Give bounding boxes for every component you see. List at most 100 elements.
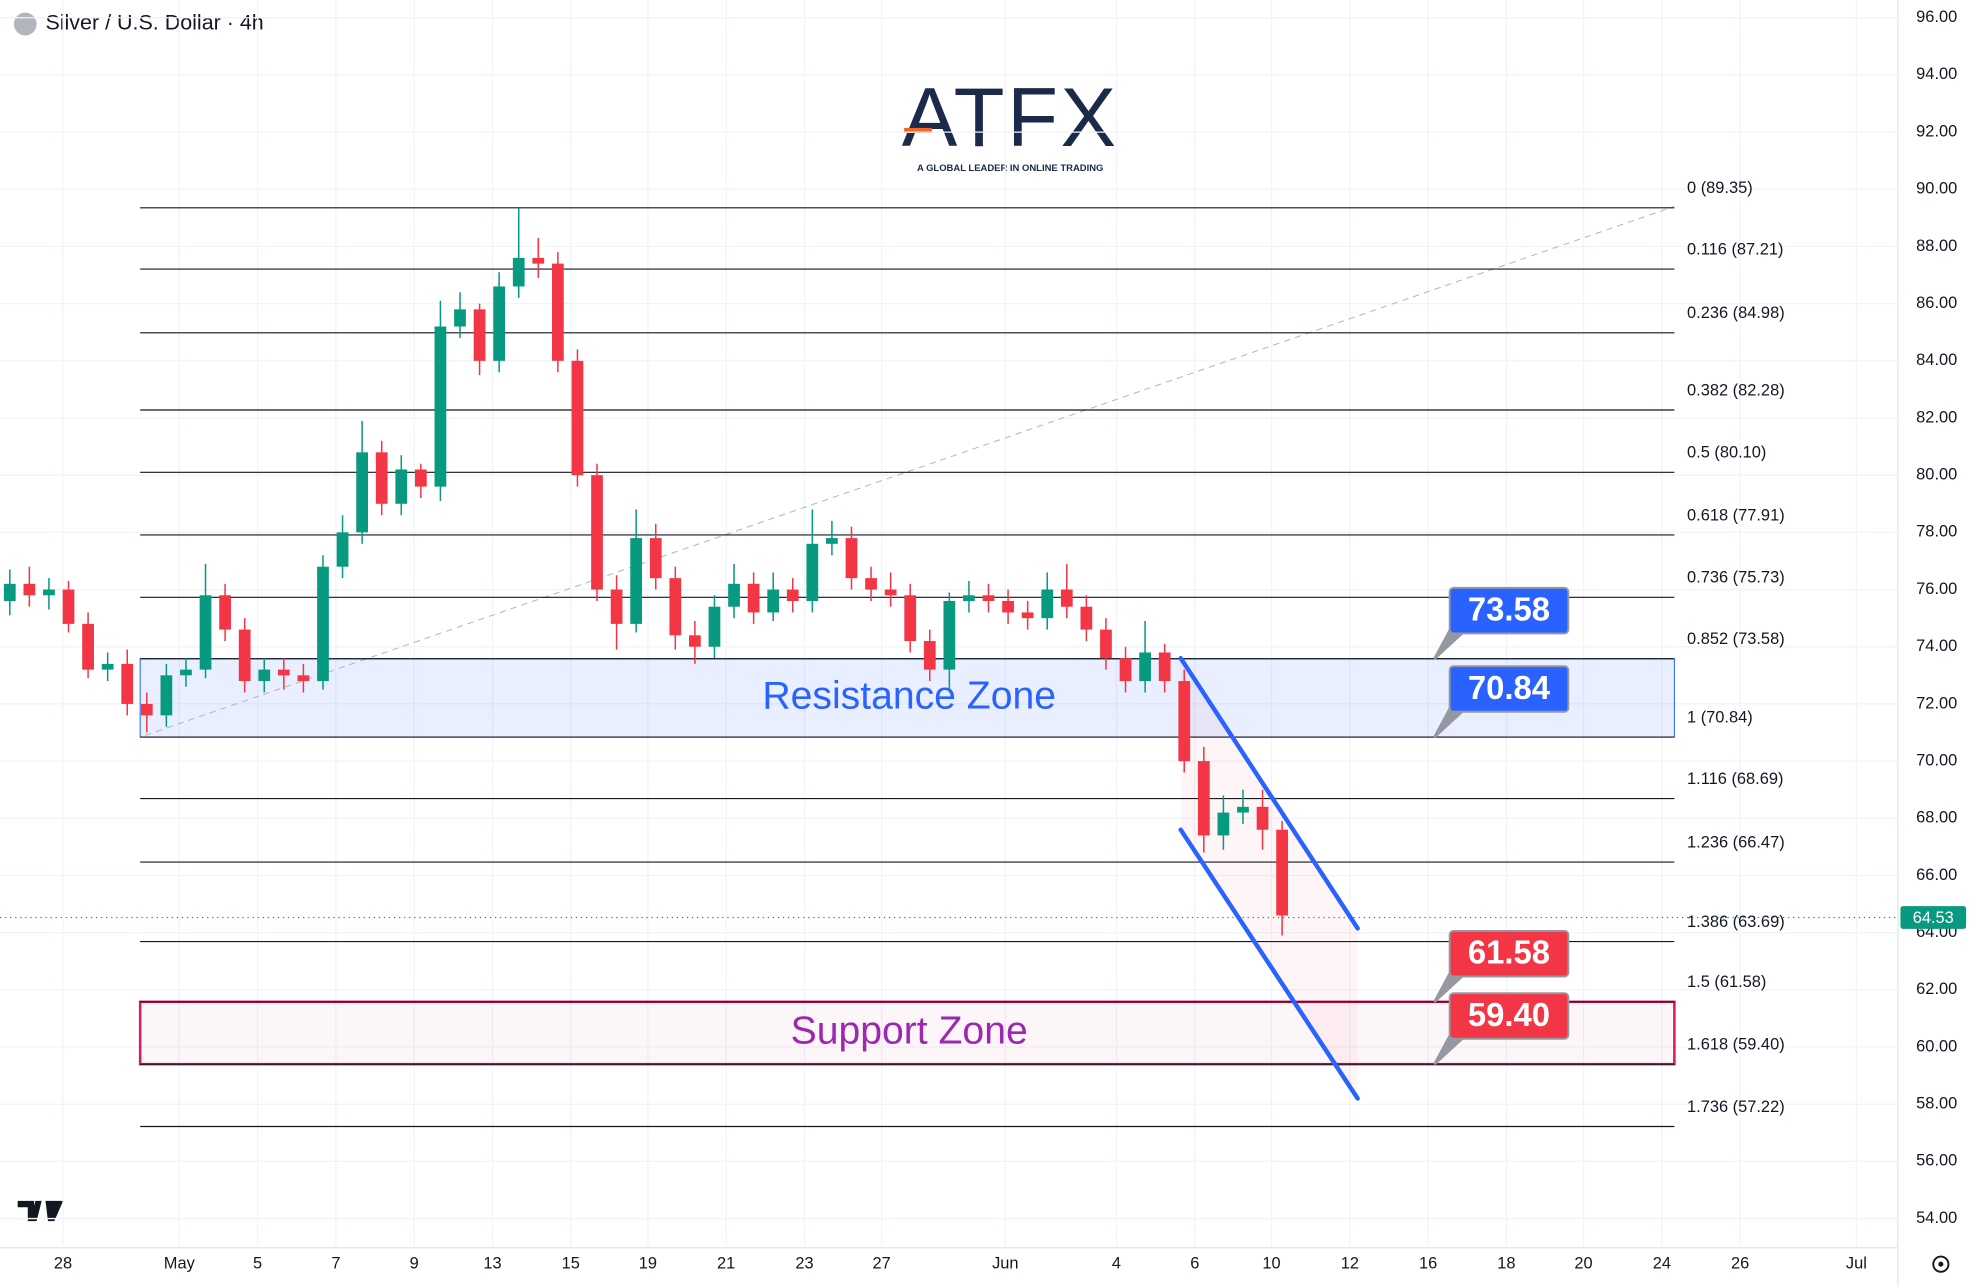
candle-body <box>434 326 447 487</box>
candle-body <box>1217 812 1230 836</box>
y-tick-label: 72.00 <box>1916 694 1957 712</box>
x-tick-label: 5 <box>253 1255 262 1273</box>
x-tick-label: 27 <box>872 1255 890 1273</box>
settings-icon[interactable] <box>1932 1255 1950 1273</box>
fib-label: 0.236 (84.98) <box>1687 304 1785 322</box>
candle-body <box>3 583 16 601</box>
channel-fill <box>1180 658 1358 1099</box>
candle-body <box>1197 761 1210 836</box>
fib-label: 1.618 (59.40) <box>1687 1036 1785 1054</box>
channel-line <box>1178 827 1360 1101</box>
candle-body <box>610 589 623 624</box>
candle-body <box>258 669 271 682</box>
candle-body <box>1276 829 1288 916</box>
candle-body <box>747 583 760 613</box>
chart-title[interactable]: Silver / U.S. Dollar · 4h <box>45 11 263 35</box>
x-tick-label: 15 <box>562 1255 580 1273</box>
candle-body <box>1100 629 1112 659</box>
current-price-tag <box>1900 906 1967 929</box>
channel-line <box>1178 655 1360 931</box>
candle-body <box>963 595 975 601</box>
candle-body <box>297 675 310 682</box>
price-tag <box>1448 992 1570 1040</box>
price-tag-label: 59.40 <box>1468 996 1550 1033</box>
candle-body <box>336 532 349 567</box>
candle-body <box>728 583 740 607</box>
candle-body <box>1080 606 1093 630</box>
price-tag-label: 70.84 <box>1468 669 1551 706</box>
candle-body <box>943 600 956 670</box>
y-tick-label: 96.00 <box>1916 8 1957 26</box>
x-tick-label: 12 <box>1341 1255 1359 1273</box>
candle-body <box>689 635 701 647</box>
brand-accent <box>904 127 932 134</box>
y-tick-label: 62.00 <box>1916 980 1957 998</box>
candle-body <box>160 675 173 716</box>
fib-label: 0.5 (80.10) <box>1687 444 1766 462</box>
x-tick-label: 26 <box>1731 1255 1749 1273</box>
candle-body <box>219 595 231 630</box>
current-price-label: 64.53 <box>1913 909 1954 927</box>
y-tick-label: 90.00 <box>1916 180 1957 198</box>
candle-body <box>532 257 545 264</box>
candle-body <box>414 469 427 487</box>
zone <box>138 1000 1676 1066</box>
y-tick-label: 86.00 <box>1916 294 1957 312</box>
brand-tagline: A GLOBAL LEADER IN ONLINE TRADING <box>917 163 1103 174</box>
x-tick-label: 9 <box>410 1255 419 1273</box>
candle-body <box>904 595 917 642</box>
x-tick-label: 10 <box>1262 1255 1280 1273</box>
fib-label: 0 (89.35) <box>1687 179 1753 197</box>
candle-body <box>982 595 995 601</box>
candle-body <box>826 538 838 544</box>
candle-body <box>121 663 134 704</box>
trend-line <box>145 205 1675 736</box>
fib-label: 1.386 (63.69) <box>1687 913 1785 931</box>
fib-label: 1.736 (57.22) <box>1687 1098 1785 1116</box>
x-tick-label: 19 <box>639 1255 657 1273</box>
price-tag <box>1448 665 1570 713</box>
y-tick-label: 58.00 <box>1916 1095 1957 1113</box>
x-tick-label: 7 <box>331 1255 340 1273</box>
candle-body <box>1256 806 1269 830</box>
candle-body <box>1060 589 1073 607</box>
candle-body <box>493 286 506 361</box>
x-tick-label: 13 <box>483 1255 501 1273</box>
candle-body <box>277 669 290 676</box>
fib-label: 0.618 (77.91) <box>1687 506 1785 524</box>
candle-body <box>649 538 662 579</box>
zone <box>139 658 1675 738</box>
fib-label: 0.736 (75.73) <box>1687 569 1785 587</box>
candle-body <box>923 641 936 670</box>
candle-body <box>571 360 584 476</box>
fib-label: 1.116 (68.69) <box>1687 770 1783 788</box>
brand-logo: ATFX <box>902 70 1119 164</box>
candle-body <box>1002 600 1014 613</box>
x-tick-label: Jun <box>992 1255 1018 1273</box>
candle-body <box>708 606 721 647</box>
zone-label: Support Zone <box>791 1009 1028 1052</box>
candle-body <box>1158 652 1171 682</box>
price-tag-label: 61.58 <box>1468 934 1550 971</box>
tv-logo <box>17 1200 64 1222</box>
y-tick-label: 88.00 <box>1916 237 1957 255</box>
y-tick-label: 60.00 <box>1916 1037 1957 1055</box>
price-tag <box>1448 929 1570 978</box>
y-tick-label: 54.00 <box>1916 1209 1957 1227</box>
candle-body <box>101 663 114 670</box>
fib-label: 1.236 (66.47) <box>1687 833 1785 851</box>
candle-body <box>473 309 486 361</box>
candle-body <box>1021 612 1034 619</box>
candle-body <box>630 538 643 624</box>
candle-body <box>395 469 408 504</box>
x-tick-label: 24 <box>1653 1255 1671 1273</box>
x-tick-label: 28 <box>54 1255 72 1273</box>
x-tick-label: 4 <box>1112 1255 1121 1273</box>
x-tick-label: 20 <box>1574 1255 1592 1273</box>
y-tick-label: 68.00 <box>1916 809 1957 827</box>
x-tick-label: 16 <box>1419 1255 1437 1273</box>
x-tick-label: 21 <box>717 1255 735 1273</box>
y-tick-label: 84.00 <box>1916 351 1957 369</box>
fib-label: 0.116 (87.21) <box>1687 240 1783 258</box>
